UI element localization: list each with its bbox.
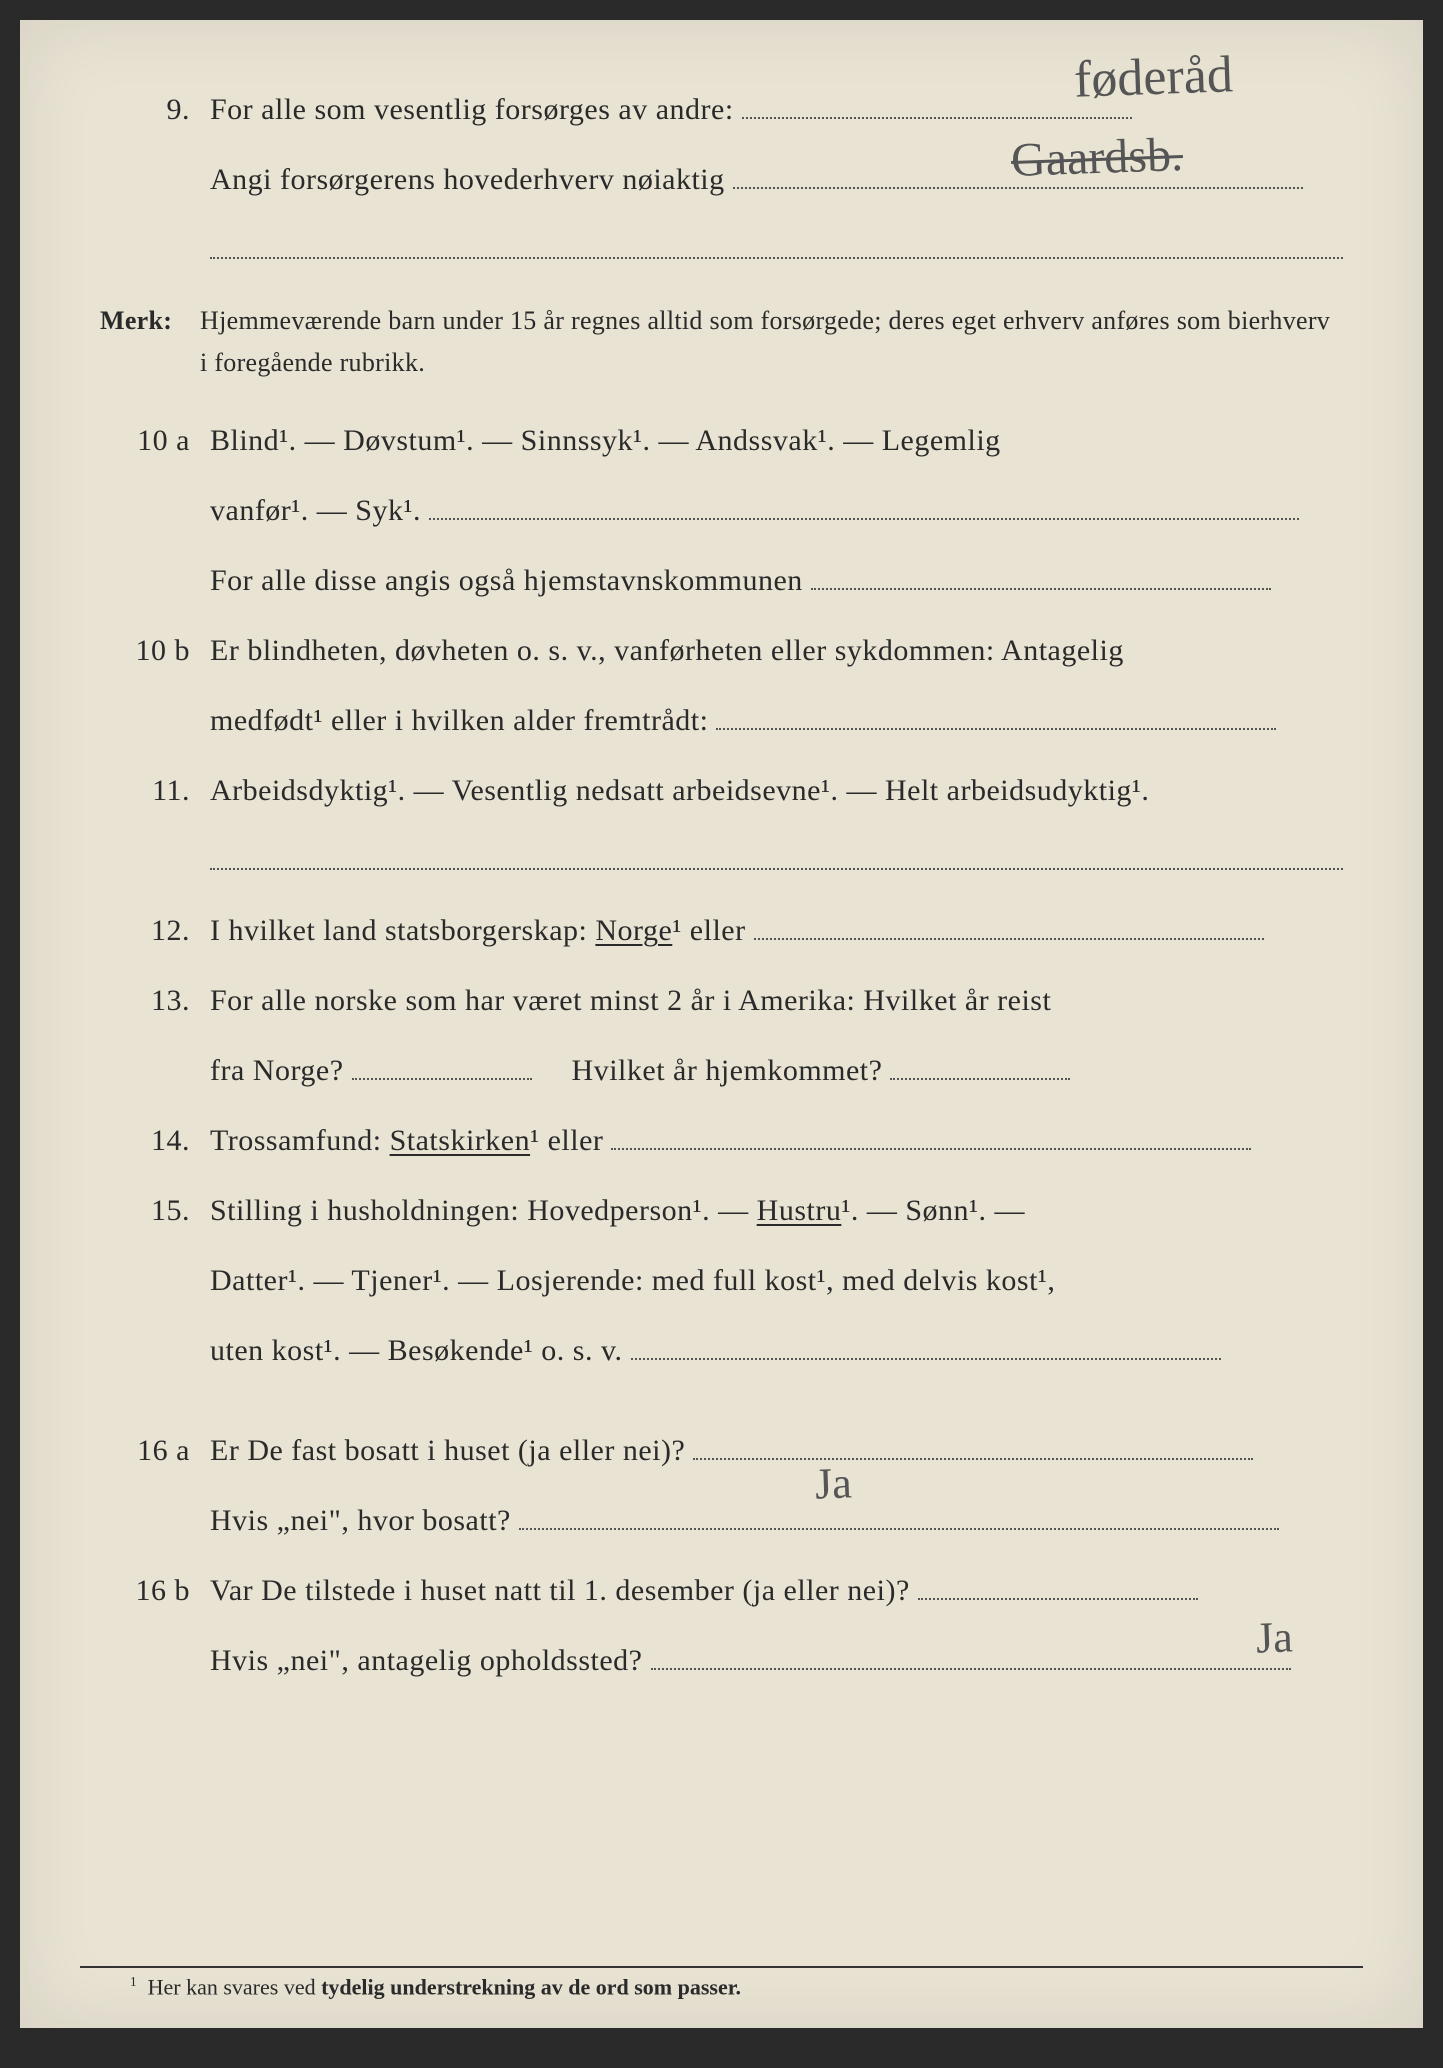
q14-underlined: Statskirken: [390, 1124, 531, 1157]
q10a-number: 10 a: [100, 411, 210, 471]
q16a-text2: Hvis „nei", hvor bosatt?: [210, 1504, 511, 1537]
fill-line: [519, 1498, 1279, 1530]
q15-line1: 15. Stilling i husholdningen: Hovedperso…: [100, 1181, 1343, 1241]
q13-text2a: fra Norge?: [210, 1054, 344, 1087]
footer-rule: [80, 1966, 1363, 1968]
q9-text1: For alle som vesentlig forsørges av andr…: [210, 93, 734, 126]
handwritten-q9-line2: Gaardsb.: [1010, 127, 1184, 188]
q12-number: 12.: [100, 901, 210, 961]
handwritten-16a: Ja: [814, 1457, 852, 1509]
q10b-text1: Er blindheten, døvheten o. s. v., vanfør…: [210, 621, 1343, 681]
q11-line1: 11. Arbeidsdyktig¹. — Vesentlig nedsatt …: [100, 761, 1343, 821]
fill-line: [811, 558, 1271, 590]
q15-number: 15.: [100, 1181, 210, 1241]
fill-line: [693, 1428, 1253, 1460]
q13-line1: 13. For alle norske som har været minst …: [100, 971, 1343, 1031]
q11-line2: [100, 831, 1343, 891]
q10b-number: 10 b: [100, 621, 210, 681]
q14-pre: Trossamfund:: [210, 1124, 390, 1157]
form-content: 9. For alle som vesentlig forsørges av a…: [20, 20, 1423, 1741]
document-page: føderåd Gaardsb. Ja Ja 9. For alle som v…: [20, 20, 1423, 2028]
q9-number: 9.: [100, 80, 210, 140]
q15-line3: uten kost¹. — Besøkende¹ o. s. v.: [100, 1321, 1343, 1381]
q16b-number: 16 b: [100, 1561, 210, 1621]
q15-line2: Datter¹. — Tjener¹. — Losjerende: med fu…: [100, 1251, 1343, 1311]
q16b-line1: 16 b Var De tilstede i huset natt til 1.…: [100, 1561, 1343, 1621]
q13-text2b: Hvilket år hjemkommet?: [572, 1054, 883, 1087]
fill-line: [611, 1118, 1251, 1150]
fill-line: [651, 1638, 1291, 1670]
fill-line: [429, 488, 1299, 520]
q13-number: 13.: [100, 971, 210, 1031]
q10a-text3: For alle disse angis også hjemstavnskomm…: [210, 564, 803, 597]
fill-line: [210, 227, 1343, 259]
q10a-line1: 10 a Blind¹. — Døvstum¹. — Sinnssyk¹. — …: [100, 411, 1343, 471]
q16a-line2: Hvis „nei", hvor bosatt?: [100, 1491, 1343, 1551]
merk-row: Merk: Hjemmeværende barn under 15 år reg…: [100, 300, 1343, 383]
q10b-text2: medfødt¹ eller i hvilken alder fremtrådt…: [210, 704, 708, 737]
q15-underlined: Hustru: [757, 1194, 842, 1227]
fill-line: [210, 838, 1343, 870]
q12: 12. I hvilket land statsborgerskap: Norg…: [100, 901, 1343, 961]
q13-line2: fra Norge? Hvilket år hjemkommet?: [100, 1041, 1343, 1101]
q10a-line3: For alle disse angis også hjemstavnskomm…: [100, 551, 1343, 611]
q9-text2: Angi forsørgerens hovederhverv nøiaktig: [210, 163, 725, 196]
fill-line: [890, 1048, 1070, 1080]
q10b-line1: 10 b Er blindheten, døvheten o. s. v., v…: [100, 621, 1343, 681]
q10b-line2: medfødt¹ eller i hvilken alder fremtrådt…: [100, 691, 1343, 751]
q12-underlined: Norge: [595, 914, 672, 947]
q11-text: Arbeidsdyktig¹. — Vesentlig nedsatt arbe…: [210, 761, 1343, 821]
q12-post: ¹ eller: [672, 914, 745, 947]
q10a-line2: vanfør¹. — Syk¹.: [100, 481, 1343, 541]
merk-text: Hjemmeværende barn under 15 år regnes al…: [200, 300, 1343, 383]
q10a-text1: Blind¹. — Døvstum¹. — Sinnssyk¹. — Andss…: [210, 411, 1343, 471]
q15-text2: Datter¹. — Tjener¹. — Losjerende: med fu…: [210, 1251, 1343, 1311]
q10a-text2: vanfør¹. — Syk¹.: [210, 494, 421, 527]
handwritten-q9-top: føderåd: [1073, 45, 1234, 110]
handwritten-16b: Ja: [1255, 1611, 1293, 1663]
q16a-number: 16 a: [100, 1421, 210, 1481]
fill-line: [716, 698, 1276, 730]
q12-pre: I hvilket land statsborgerskap:: [210, 914, 595, 947]
q14-post: ¹ eller: [530, 1124, 603, 1157]
q16b-line2: Hvis „nei", antagelig opholdssted?: [100, 1631, 1343, 1691]
q14: 14. Trossamfund: Statskirken¹ eller: [100, 1111, 1343, 1171]
fill-line: [742, 87, 1132, 119]
merk-label: Merk:: [100, 300, 200, 342]
footnote-sup: 1: [130, 1974, 137, 1989]
q11-number: 11.: [100, 761, 210, 821]
fill-line: [352, 1048, 532, 1080]
q13-text1: For alle norske som har været minst 2 år…: [210, 971, 1343, 1031]
footnote-pre: Her kan svares ved: [148, 1974, 322, 1999]
q15-text3: uten kost¹. — Besøkende¹ o. s. v.: [210, 1334, 623, 1367]
q16b-text1: Var De tilstede i huset natt til 1. dese…: [210, 1574, 910, 1607]
footnote: 1 Her kan svares ved tydelig understrekn…: [130, 1974, 741, 2000]
footnote-bold: tydelig understrekning av de ord som pas…: [321, 1974, 741, 1999]
q14-number: 14.: [100, 1111, 210, 1171]
fill-line: [754, 908, 1264, 940]
fill-line: [631, 1328, 1221, 1360]
q16a-line1: 16 a Er De fast bosatt i huset (ja eller…: [100, 1421, 1343, 1481]
q16a-text1: Er De fast bosatt i huset (ja eller nei)…: [210, 1434, 685, 1467]
q9-line3: [100, 220, 1343, 280]
q15-pre: Stilling i husholdningen: Hovedperson¹. …: [210, 1194, 757, 1227]
fill-line: [918, 1568, 1198, 1600]
q16b-text2: Hvis „nei", antagelig opholdssted?: [210, 1644, 643, 1677]
q15-post: ¹. — Sønn¹. —: [841, 1194, 1025, 1227]
